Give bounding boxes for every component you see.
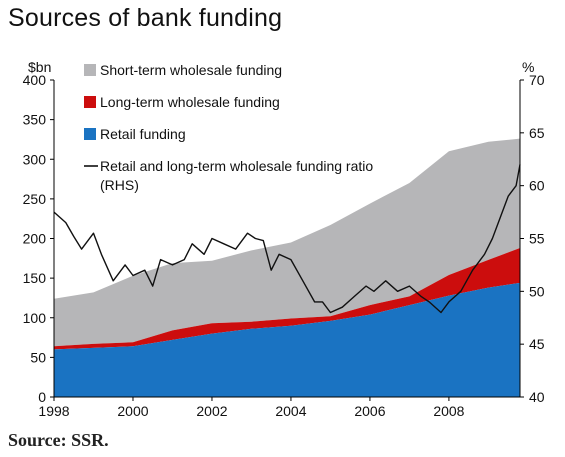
legend-label: Retail and long-term wholesale funding r… bbox=[100, 158, 373, 174]
right-tick-label: 40 bbox=[529, 389, 545, 405]
legend-label: Short-term wholesale funding bbox=[100, 62, 282, 78]
legend-label: Long-term wholesale funding bbox=[100, 94, 280, 110]
x-tick-label: 2002 bbox=[196, 403, 227, 419]
legend-swatch bbox=[84, 96, 96, 108]
area-short-term-wholesale-funding bbox=[54, 138, 520, 347]
x-tick-label: 2004 bbox=[275, 403, 306, 419]
area-retail-funding bbox=[54, 282, 520, 397]
x-tick-label: 1998 bbox=[38, 403, 69, 419]
left-tick-label: 250 bbox=[23, 191, 47, 207]
right-tick-label: 50 bbox=[529, 283, 545, 299]
left-tick-label: 50 bbox=[30, 349, 46, 365]
left-tick-label: 300 bbox=[23, 151, 47, 167]
legend-swatch bbox=[84, 128, 96, 140]
legend-label: Retail funding bbox=[100, 126, 186, 142]
right-tick-label: 45 bbox=[529, 336, 545, 352]
right-tick-label: 70 bbox=[529, 72, 545, 88]
left-axis-unit: $bn bbox=[28, 59, 51, 75]
left-tick-label: 350 bbox=[23, 112, 47, 128]
left-tick-label: 0 bbox=[38, 389, 46, 405]
left-tick-label: 100 bbox=[23, 310, 47, 326]
left-tick-label: 200 bbox=[23, 231, 47, 247]
right-tick-label: 55 bbox=[529, 231, 545, 247]
chart-title: Sources of bank funding bbox=[8, 4, 283, 32]
ratio-line bbox=[53, 164, 521, 314]
area-long-term-wholesale-funding bbox=[54, 248, 520, 350]
legend-swatch bbox=[84, 64, 96, 76]
x-tick-label: 2000 bbox=[117, 403, 148, 419]
right-tick-label: 60 bbox=[529, 178, 545, 194]
legend-label: (RHS) bbox=[100, 177, 139, 193]
x-tick-label: 2008 bbox=[433, 403, 464, 419]
right-axis-unit: % bbox=[522, 59, 534, 75]
left-tick-label: 400 bbox=[23, 72, 47, 88]
right-tick-label: 65 bbox=[529, 125, 545, 141]
left-tick-label: 150 bbox=[23, 270, 47, 286]
x-tick-label: 2006 bbox=[354, 403, 385, 419]
source-note: Source: SSR. bbox=[8, 430, 109, 450]
